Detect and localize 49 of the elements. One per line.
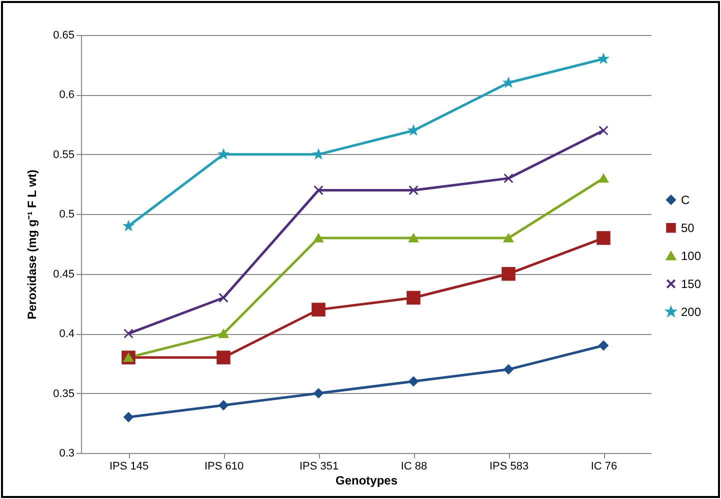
point bbox=[502, 266, 516, 281]
x-axis-title: Genotypes bbox=[335, 474, 398, 488]
point bbox=[408, 376, 418, 386]
y-tick-label: 0.45 bbox=[53, 268, 74, 280]
legend-label: 100 bbox=[681, 248, 702, 263]
point bbox=[314, 234, 324, 242]
point bbox=[598, 126, 608, 136]
point bbox=[124, 412, 134, 422]
legend-label: 50 bbox=[681, 220, 695, 235]
point bbox=[218, 292, 228, 303]
x-tick-label: IC 88 bbox=[400, 460, 428, 472]
y-tick-label: 0.65 bbox=[53, 30, 74, 42]
point bbox=[408, 234, 418, 242]
y-tick-label: 0.35 bbox=[53, 388, 74, 400]
point bbox=[504, 364, 514, 374]
point bbox=[406, 290, 420, 305]
point bbox=[314, 149, 324, 159]
point bbox=[596, 231, 610, 245]
point bbox=[598, 340, 608, 350]
point bbox=[598, 54, 608, 64]
y-tick-label: 0.5 bbox=[59, 208, 74, 221]
point bbox=[124, 221, 134, 230]
point bbox=[314, 388, 324, 398]
x-tick-label: IPS 610 bbox=[204, 460, 244, 472]
legend-label: 150 bbox=[681, 276, 702, 291]
y-tick-label: 0.55 bbox=[53, 148, 74, 161]
legend-label: 200 bbox=[681, 304, 702, 319]
point bbox=[408, 185, 418, 196]
point bbox=[504, 234, 514, 242]
y-tick-label: 0.3 bbox=[59, 448, 74, 460]
point bbox=[218, 329, 228, 338]
point bbox=[124, 328, 134, 339]
x-tick-label: IPS 583 bbox=[489, 460, 529, 472]
point bbox=[408, 126, 418, 135]
y-tick-label: 0.4 bbox=[59, 328, 74, 340]
y-axis-title: Peroxidase (mg g⁻¹ F L wt) bbox=[25, 170, 40, 320]
point bbox=[598, 174, 608, 183]
point bbox=[314, 185, 324, 196]
point bbox=[312, 302, 326, 317]
point bbox=[216, 350, 230, 364]
x-tick-label: IPS 145 bbox=[109, 460, 149, 472]
legend-label: C bbox=[681, 192, 690, 207]
x-tick-label: IPS 351 bbox=[299, 460, 339, 472]
point bbox=[218, 149, 228, 159]
point bbox=[504, 78, 514, 87]
point bbox=[504, 173, 514, 184]
x-tick-label: IC 76 bbox=[590, 460, 618, 472]
y-tick-label: 0.6 bbox=[59, 89, 74, 102]
point bbox=[218, 400, 228, 410]
